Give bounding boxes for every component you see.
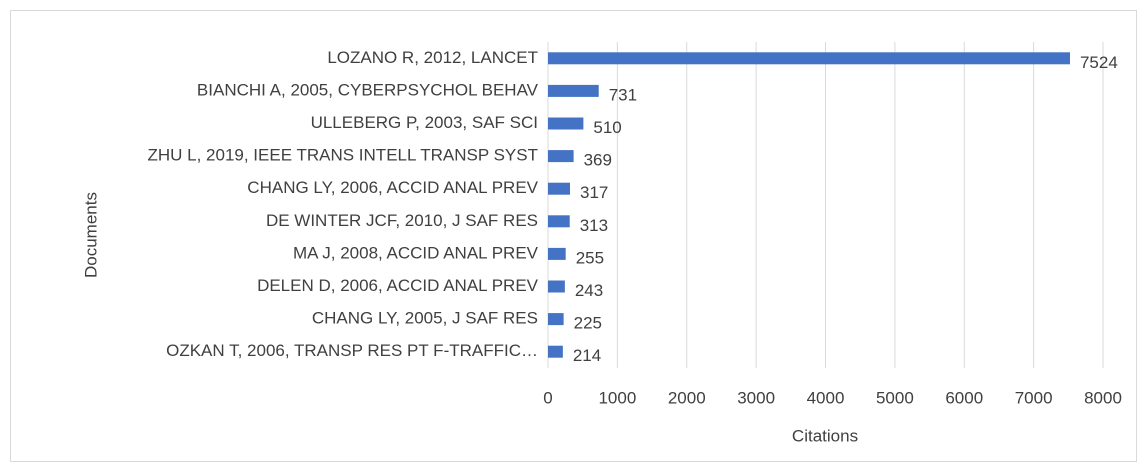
bar [548,215,570,228]
y-tick-label: ZHU L, 2019, IEEE TRANS INTELL TRANSP SY… [147,146,538,165]
data-label: 7524 [1080,53,1118,72]
bar [548,247,566,260]
data-label: 369 [584,151,612,170]
data-label: 243 [575,281,603,300]
x-tick-label: 2000 [668,388,706,407]
data-label: 317 [580,183,608,202]
y-tick-label: OZKAN T, 2006, TRANSP RES PT F-TRAFFIC… [166,341,538,360]
x-tick-label: 1000 [598,388,636,407]
bar [548,345,563,358]
y-tick-label: BIANCHI A, 2005, CYBERPSYCHOL BEHAV [197,80,539,99]
y-tick-label: DE WINTER JCF, 2010, J SAF RES [266,211,538,230]
data-label: 225 [574,314,602,333]
bar [548,84,599,97]
bar [548,52,1070,65]
data-label: 255 [576,248,604,267]
x-tick-label: 4000 [807,388,845,407]
x-tick-label: 7000 [1015,388,1053,407]
data-label: 731 [609,85,637,104]
x-axis-title: Citations [792,426,858,445]
x-tick-label: 0 [543,388,552,407]
x-tick-label: 8000 [1084,388,1122,407]
y-tick-label: MA J, 2008, ACCID ANAL PREV [293,243,539,262]
bar [548,150,574,163]
x-tick-label: 5000 [876,388,914,407]
bar [548,182,570,195]
bar [548,117,584,130]
data-label: 214 [573,346,601,365]
y-tick-label: ULLEBERG P, 2003, SAF SCI [311,113,538,132]
y-tick-label: DELEN D, 2006, ACCID ANAL PREV [257,276,539,295]
bar [548,313,564,326]
bar [548,280,565,293]
x-tick-label: 6000 [945,388,983,407]
data-label: 510 [593,118,621,137]
y-tick-label: LOZANO R, 2012, LANCET [327,48,538,67]
x-tick-label: 3000 [737,388,775,407]
y-tick-label: CHANG LY, 2006, ACCID ANAL PREV [247,178,538,197]
y-axis-title: Documents [81,192,100,278]
y-tick-label: CHANG LY, 2005, J SAF RES [312,309,538,328]
data-label: 313 [580,216,608,235]
